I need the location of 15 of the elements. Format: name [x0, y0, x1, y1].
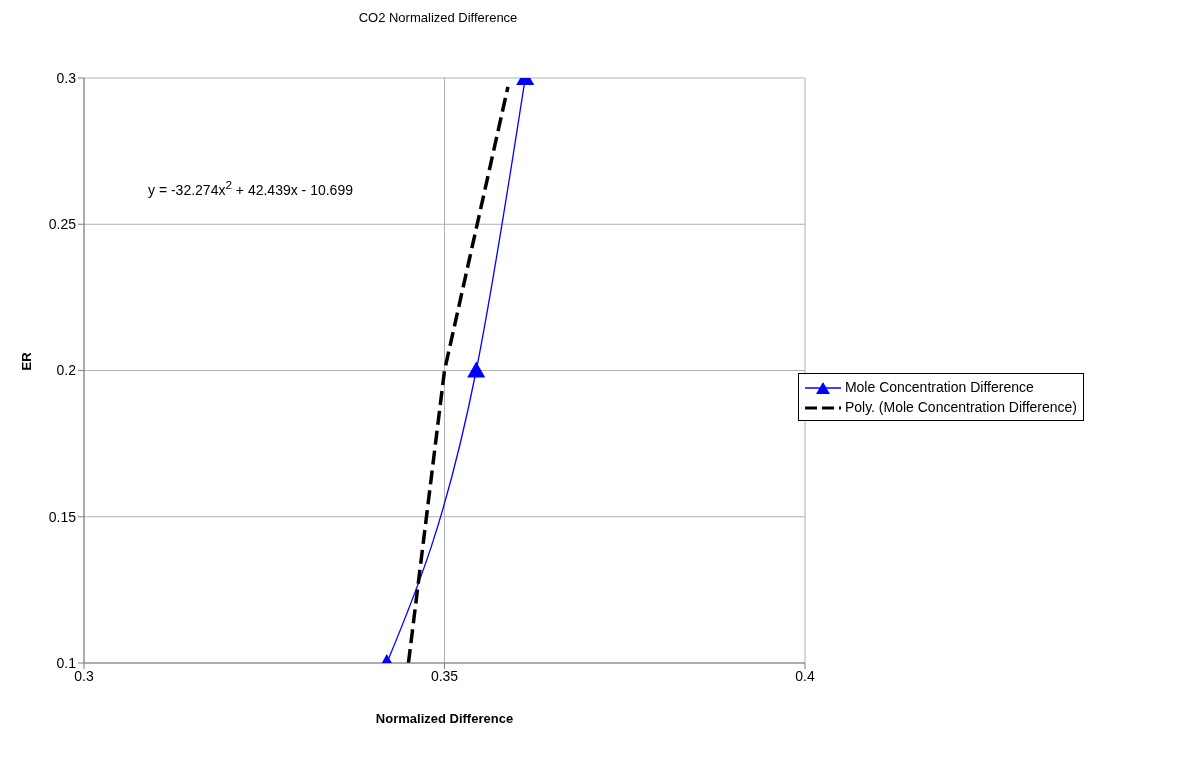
y-axis-title: ER [18, 351, 34, 371]
y-tick-label: 0.1 [56, 654, 77, 671]
legend-label: Mole Concentration Difference [843, 378, 1035, 397]
annotation: y = -32.274x$^{2}$ + 42.439x - 10.699 [148, 178, 353, 198]
y-tick-label: 0.3 [56, 69, 77, 86]
chart-title: CO2 Normalized Difference [357, 10, 519, 25]
legend-label: Poly. (Mole Concentration Difference) [843, 398, 1078, 417]
y-tick-label: 0.2 [56, 362, 77, 379]
y-tick-label: 0.25 [48, 216, 77, 233]
point [467, 361, 486, 378]
x-tick-label: 0.4 [795, 667, 815, 684]
y-tick-label: 0.15 [48, 508, 77, 525]
x-tick-label: 0.35 [430, 667, 459, 684]
x-tick-label: 0.3 [74, 667, 94, 684]
x-axis-title: Normalized Difference [375, 711, 514, 726]
